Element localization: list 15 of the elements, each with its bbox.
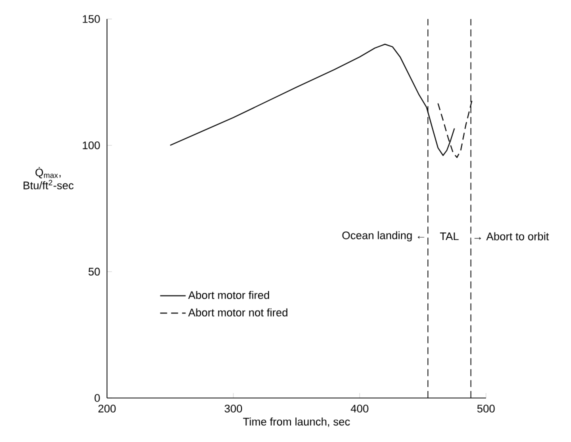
legend-label: Abort motor fired [188, 290, 270, 300]
annotation: → Abort to orbit [474, 232, 549, 240]
y-tick-label: 0 [94, 394, 100, 402]
y-tick-label: 150 [82, 15, 100, 23]
y-tick-label: 100 [82, 141, 100, 150]
x-axis-title: Time from launch, sec [243, 418, 350, 427]
x-tick-label: 200 [98, 404, 116, 412]
annotation: TAL [440, 232, 459, 240]
x-tick-label: 400 [350, 404, 368, 412]
legend-label: Abort motor not fired [188, 308, 288, 316]
x-tick-label: 300 [224, 404, 242, 412]
x-tick-label: 500 [477, 404, 495, 412]
y-tick-label: 50 [88, 268, 100, 276]
y-axis-title: Q̇$_{max}$, Btu/ft$^{2}$-sec [24, 167, 74, 190]
annotation: Ocean landing ← [342, 231, 424, 242]
